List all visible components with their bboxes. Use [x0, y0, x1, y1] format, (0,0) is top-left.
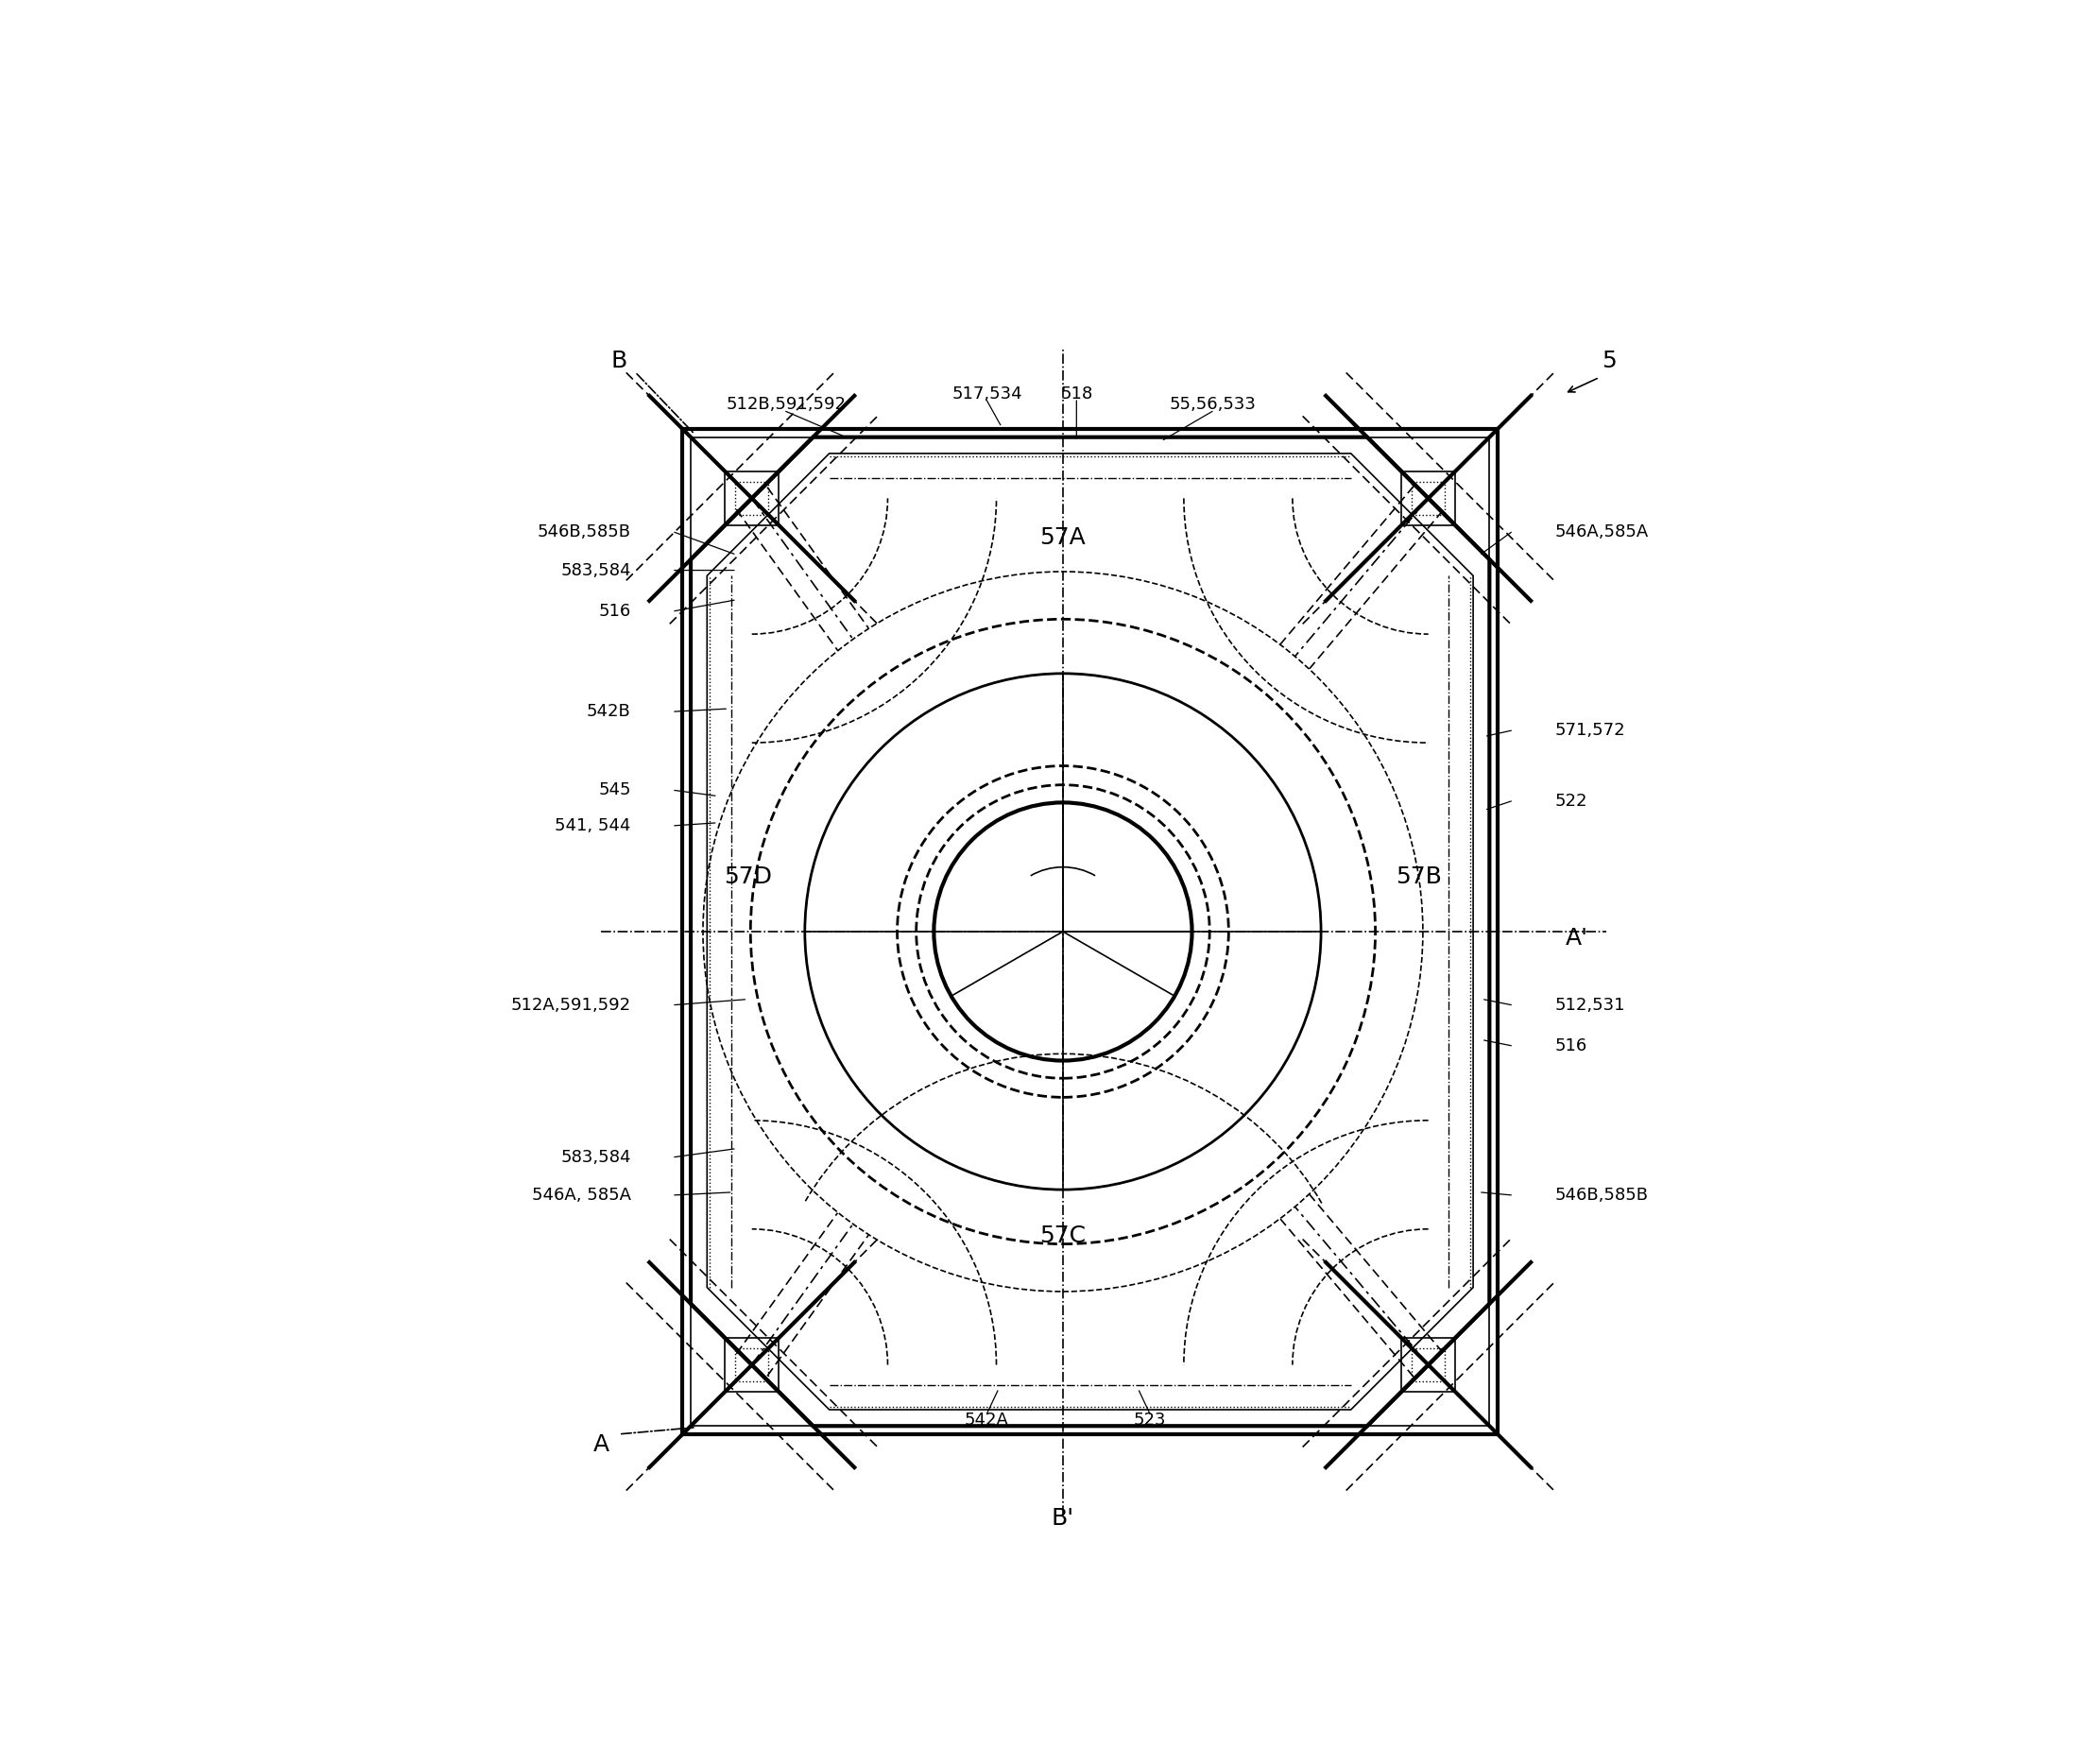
Text: 546A,585A: 546A,585A	[1556, 524, 1649, 542]
Text: 546B,585B: 546B,585B	[537, 524, 630, 542]
Text: B: B	[610, 349, 626, 372]
Bar	[1412, 1348, 1446, 1381]
Text: 516: 516	[1556, 1037, 1587, 1055]
Bar	[1402, 1337, 1456, 1392]
Text: 516: 516	[599, 603, 630, 619]
Text: 512B,591,592: 512B,591,592	[726, 397, 846, 413]
Text: 546B,585B: 546B,585B	[1556, 1187, 1649, 1203]
Bar	[682, 429, 1497, 1434]
Text: 512,531: 512,531	[1556, 997, 1626, 1014]
Text: 542A: 542A	[964, 1411, 1010, 1429]
Text: 542B: 542B	[587, 704, 630, 720]
Bar	[724, 1337, 780, 1392]
Text: 5: 5	[1601, 349, 1616, 372]
Bar	[736, 1348, 767, 1381]
Text: 583,584: 583,584	[560, 561, 630, 579]
Text: 512A,591,592: 512A,591,592	[510, 997, 630, 1014]
Text: 541, 544: 541, 544	[556, 817, 630, 834]
Text: 583,584: 583,584	[560, 1148, 630, 1166]
Text: 57A: 57A	[1039, 526, 1087, 549]
Bar	[1402, 471, 1456, 526]
Text: B': B'	[1052, 1506, 1074, 1529]
Text: 522: 522	[1556, 792, 1587, 810]
Text: 57C: 57C	[1039, 1224, 1087, 1247]
Bar	[736, 482, 767, 515]
Text: 523: 523	[1134, 1411, 1166, 1429]
Bar	[724, 471, 780, 526]
Text: 517,534: 517,534	[952, 385, 1022, 402]
Text: 518: 518	[1060, 385, 1093, 402]
Bar	[1412, 482, 1446, 515]
Text: A': A'	[1566, 928, 1589, 949]
Text: A: A	[593, 1434, 610, 1457]
Text: 546A, 585A: 546A, 585A	[531, 1187, 630, 1203]
Text: 57B: 57B	[1396, 866, 1441, 889]
Text: 57D: 57D	[724, 866, 772, 889]
Text: 571,572: 571,572	[1556, 721, 1626, 739]
Bar	[691, 437, 1489, 1425]
Text: 55,56,533: 55,56,533	[1170, 397, 1255, 413]
Text: 545: 545	[599, 781, 630, 799]
